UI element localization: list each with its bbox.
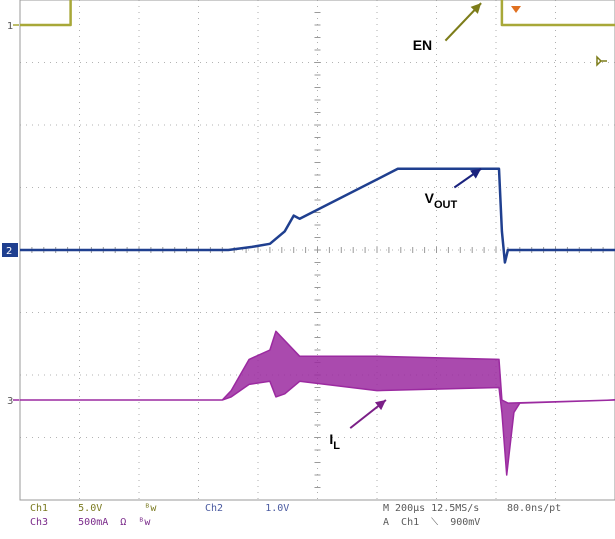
annotation-label-main: I	[329, 431, 333, 447]
ch3-scale-readout: Ch3 500mA Ω ᴮw	[30, 517, 151, 528]
timebase-readout: M 200μs 12.5MS/s	[383, 503, 480, 514]
traces	[19, 0, 615, 476]
channel-markers: 1 2 3	[2, 21, 19, 407]
annotation-label-subscript: L	[333, 440, 340, 452]
channel-marker-label: 3	[7, 396, 13, 407]
trace-en	[20, 0, 615, 27]
annotations: EN VOUT IL	[329, 2, 482, 452]
channel-marker-label: 1	[7, 21, 13, 32]
annotation-arrowhead	[374, 400, 386, 411]
annotation-label-main: V	[425, 190, 435, 206]
trigger-position-icon	[511, 6, 521, 13]
channel-marker-badge	[2, 243, 18, 257]
annotation-label-subscript: OUT	[434, 199, 458, 211]
channel-marker-label: 2	[6, 246, 12, 257]
trigger-readout: A Ch1 ⟍ 900mV	[383, 517, 481, 528]
sample-interval-readout: 80.0ns/pt	[507, 503, 562, 514]
annotation-label: EN	[413, 37, 432, 53]
trace-vout	[20, 167, 615, 264]
ch2-scale-readout: Ch2 1.0V	[205, 503, 290, 514]
annotation-arrowhead	[470, 168, 482, 179]
trace-il	[19, 330, 615, 476]
trigger-level-icon	[596, 55, 607, 67]
annotation-label: IL	[329, 431, 340, 452]
annotation-label-main: EN	[413, 37, 432, 53]
annotation-arrowhead	[470, 3, 482, 14]
ch1-scale-readout: Ch1 5.0V ᴮw	[30, 503, 157, 514]
annotation-label: VOUT	[425, 190, 458, 211]
